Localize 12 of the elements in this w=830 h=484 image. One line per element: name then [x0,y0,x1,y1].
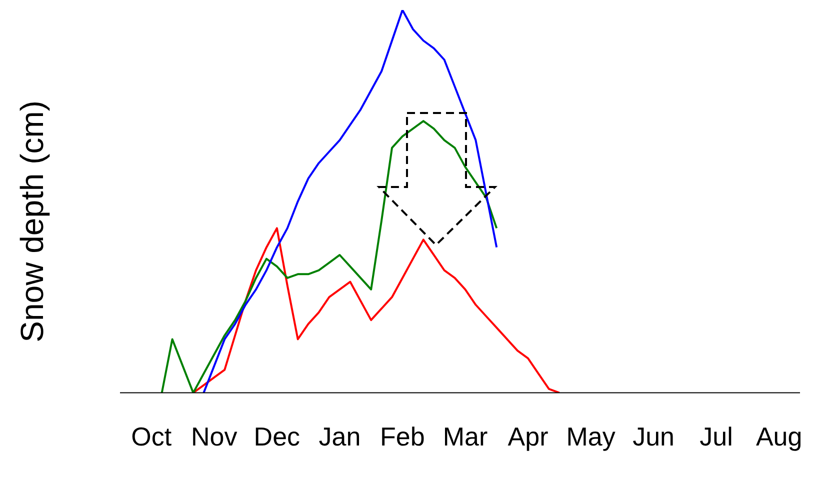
x-tick-label: Dec [254,422,300,452]
x-tick-label: Feb [380,422,425,452]
x-tick-label: Apr [508,422,549,452]
x-tick-label: Jun [632,422,674,452]
x-tick-label: Jul [700,422,733,452]
x-tick-label: May [566,422,616,452]
x-tick-label: Aug [756,422,802,452]
y-axis-title: Snow depth (cm) [14,100,50,342]
x-tick-label: Jan [318,422,361,452]
x-tick-label: Nov [191,422,238,452]
x-tick-label: Mar [442,422,488,452]
x-tick-label: Oct [131,422,172,452]
